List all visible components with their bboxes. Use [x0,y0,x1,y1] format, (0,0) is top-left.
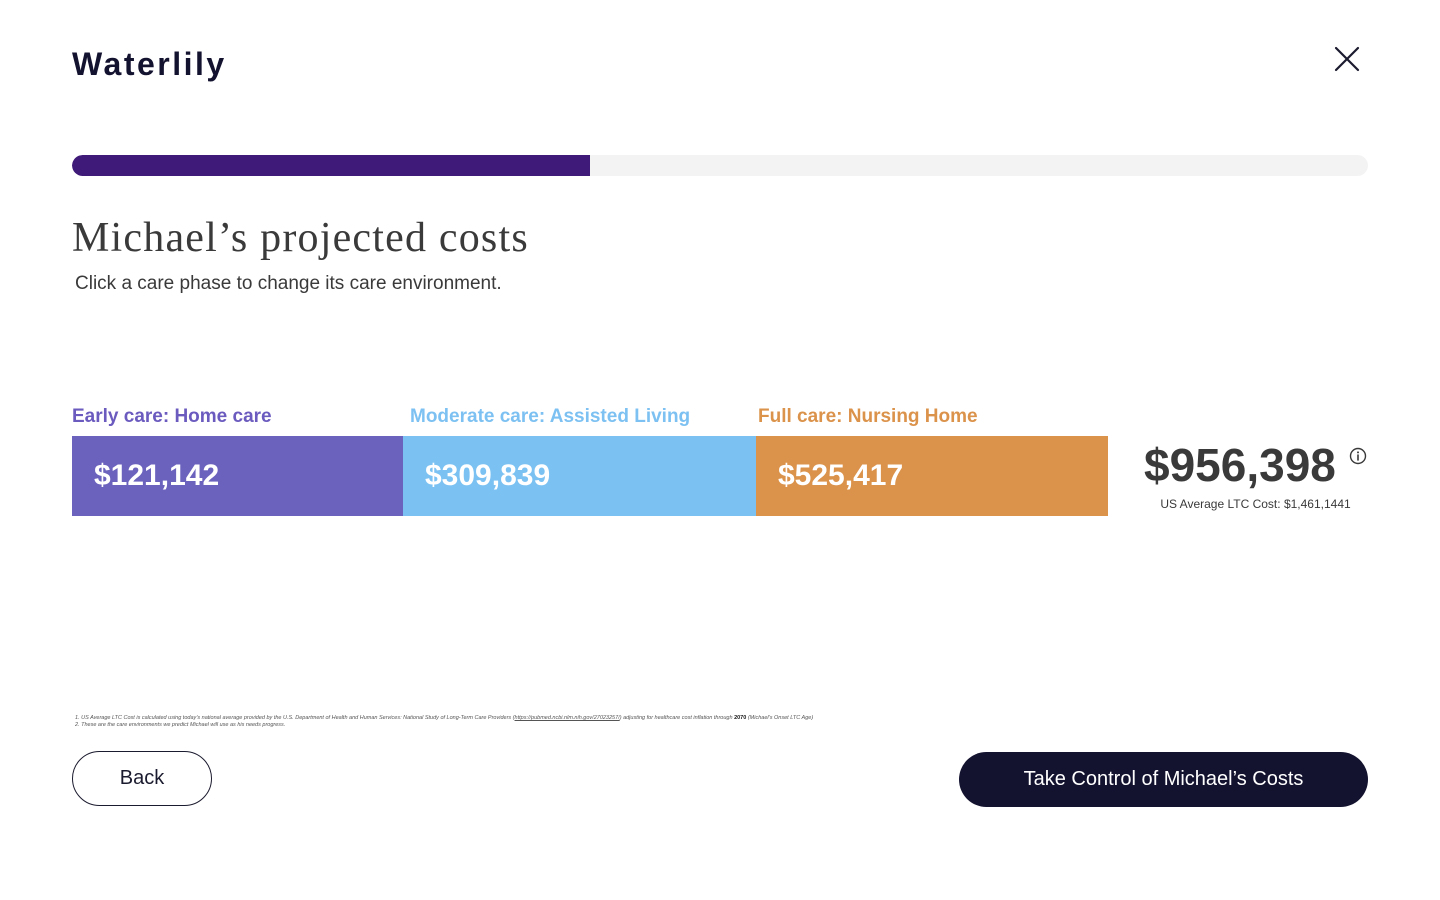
page-subtitle: Click a care phase to change its care en… [75,273,502,294]
us-average-ltc-cost: US Average LTC Cost: $1,461,1441 [1160,497,1351,511]
footnote-1-year: 2070 [734,715,747,721]
info-icon [1349,447,1367,465]
footnote-1-mid: ) adjusting for healthcare cost inflatio… [619,715,735,721]
waterlily-logo[interactable]: Waterlily [72,46,227,82]
phase-cost-early-care: $121,142 [94,459,220,492]
back-button[interactable]: Back [72,751,212,806]
page-title: Michael’s projected costs [72,215,529,261]
phase-bar-early-care[interactable]: $121,142 [72,436,403,516]
footnote-1-suffix: (Michael’s Onset LTC Age) [746,715,814,721]
progress-bar [72,155,1368,176]
footnote-2: 2. These are the care environments we pr… [75,722,286,728]
footnotes: 1. US Average LTC Cost is calculated usi… [75,715,813,729]
phase-label-early-care: Early care: Home care [72,406,272,427]
close-icon [1334,46,1360,72]
close-button[interactable] [1330,42,1364,76]
total-cost: $956,398 [1144,439,1336,491]
phase-cost-full-care: $525,417 [778,459,904,492]
progress-bar-fill [72,155,591,176]
footnote-source-link[interactable]: https://pubmed.ncbi.nlm.nih.gov/27023257… [514,715,620,721]
phase-bar-full-care[interactable]: $525,417 [756,436,1108,516]
phase-cost-moderate-care: $309,839 [425,459,551,492]
phase-label-moderate-care: Moderate care: Assisted Living [410,406,691,427]
info-button[interactable] [1349,447,1367,465]
footnote-1-text: 1. US Average LTC Cost is calculated usi… [75,715,515,721]
phase-bar-moderate-care[interactable]: $309,839 [403,436,756,516]
take-control-button[interactable]: Take Control of Michael’s Costs [959,752,1368,807]
footnote-1: 1. US Average LTC Cost is calculated usi… [75,715,813,722]
phase-label-full-care: Full care: Nursing Home [758,406,978,427]
